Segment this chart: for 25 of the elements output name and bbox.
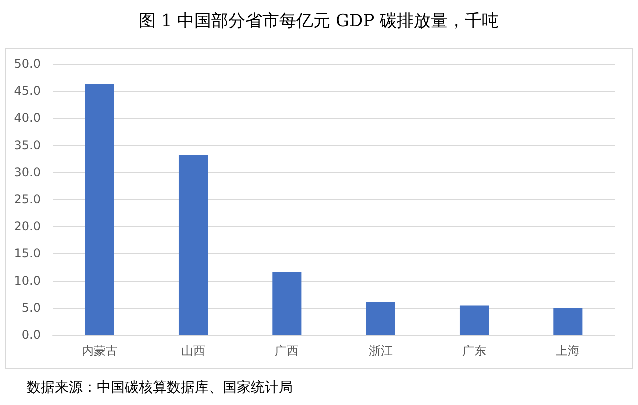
- x-tick-label: 广东: [462, 344, 486, 358]
- bar: [85, 84, 114, 335]
- x-tick-label: 浙江: [368, 344, 393, 358]
- y-tick-label: 45.0: [14, 84, 41, 98]
- bar: [178, 155, 208, 335]
- y-tick-label: 50.0: [14, 57, 41, 71]
- y-tick-label: 40.0: [14, 111, 41, 126]
- x-tick-label: 广西: [275, 344, 300, 358]
- bar: [272, 272, 302, 335]
- x-tick-label: 上海: [556, 344, 580, 358]
- y-tick-label: 25.0: [14, 192, 41, 206]
- y-tick-label: 5.0: [22, 300, 41, 315]
- y-tick-label: 20.0: [14, 220, 41, 234]
- y-tick-label: 35.0: [14, 138, 41, 152]
- y-tick-label: 0.0: [22, 328, 41, 342]
- source-note: 数据来源：中国碳核算数据库、国家统计局: [27, 380, 293, 396]
- x-tick-label: 山西: [182, 344, 206, 358]
- bar: [366, 302, 396, 335]
- chart-title: 图 1 中国部分省市每亿元 GDP 碳排放量，千吨: [138, 12, 500, 32]
- y-tick-label: 15.0: [14, 246, 41, 261]
- y-tick-label: 30.0: [14, 165, 41, 180]
- y-tick-label: 10.0: [14, 274, 41, 288]
- bar: [554, 308, 583, 335]
- bar: [460, 306, 490, 335]
- x-tick-label: 内蒙古: [82, 344, 118, 358]
